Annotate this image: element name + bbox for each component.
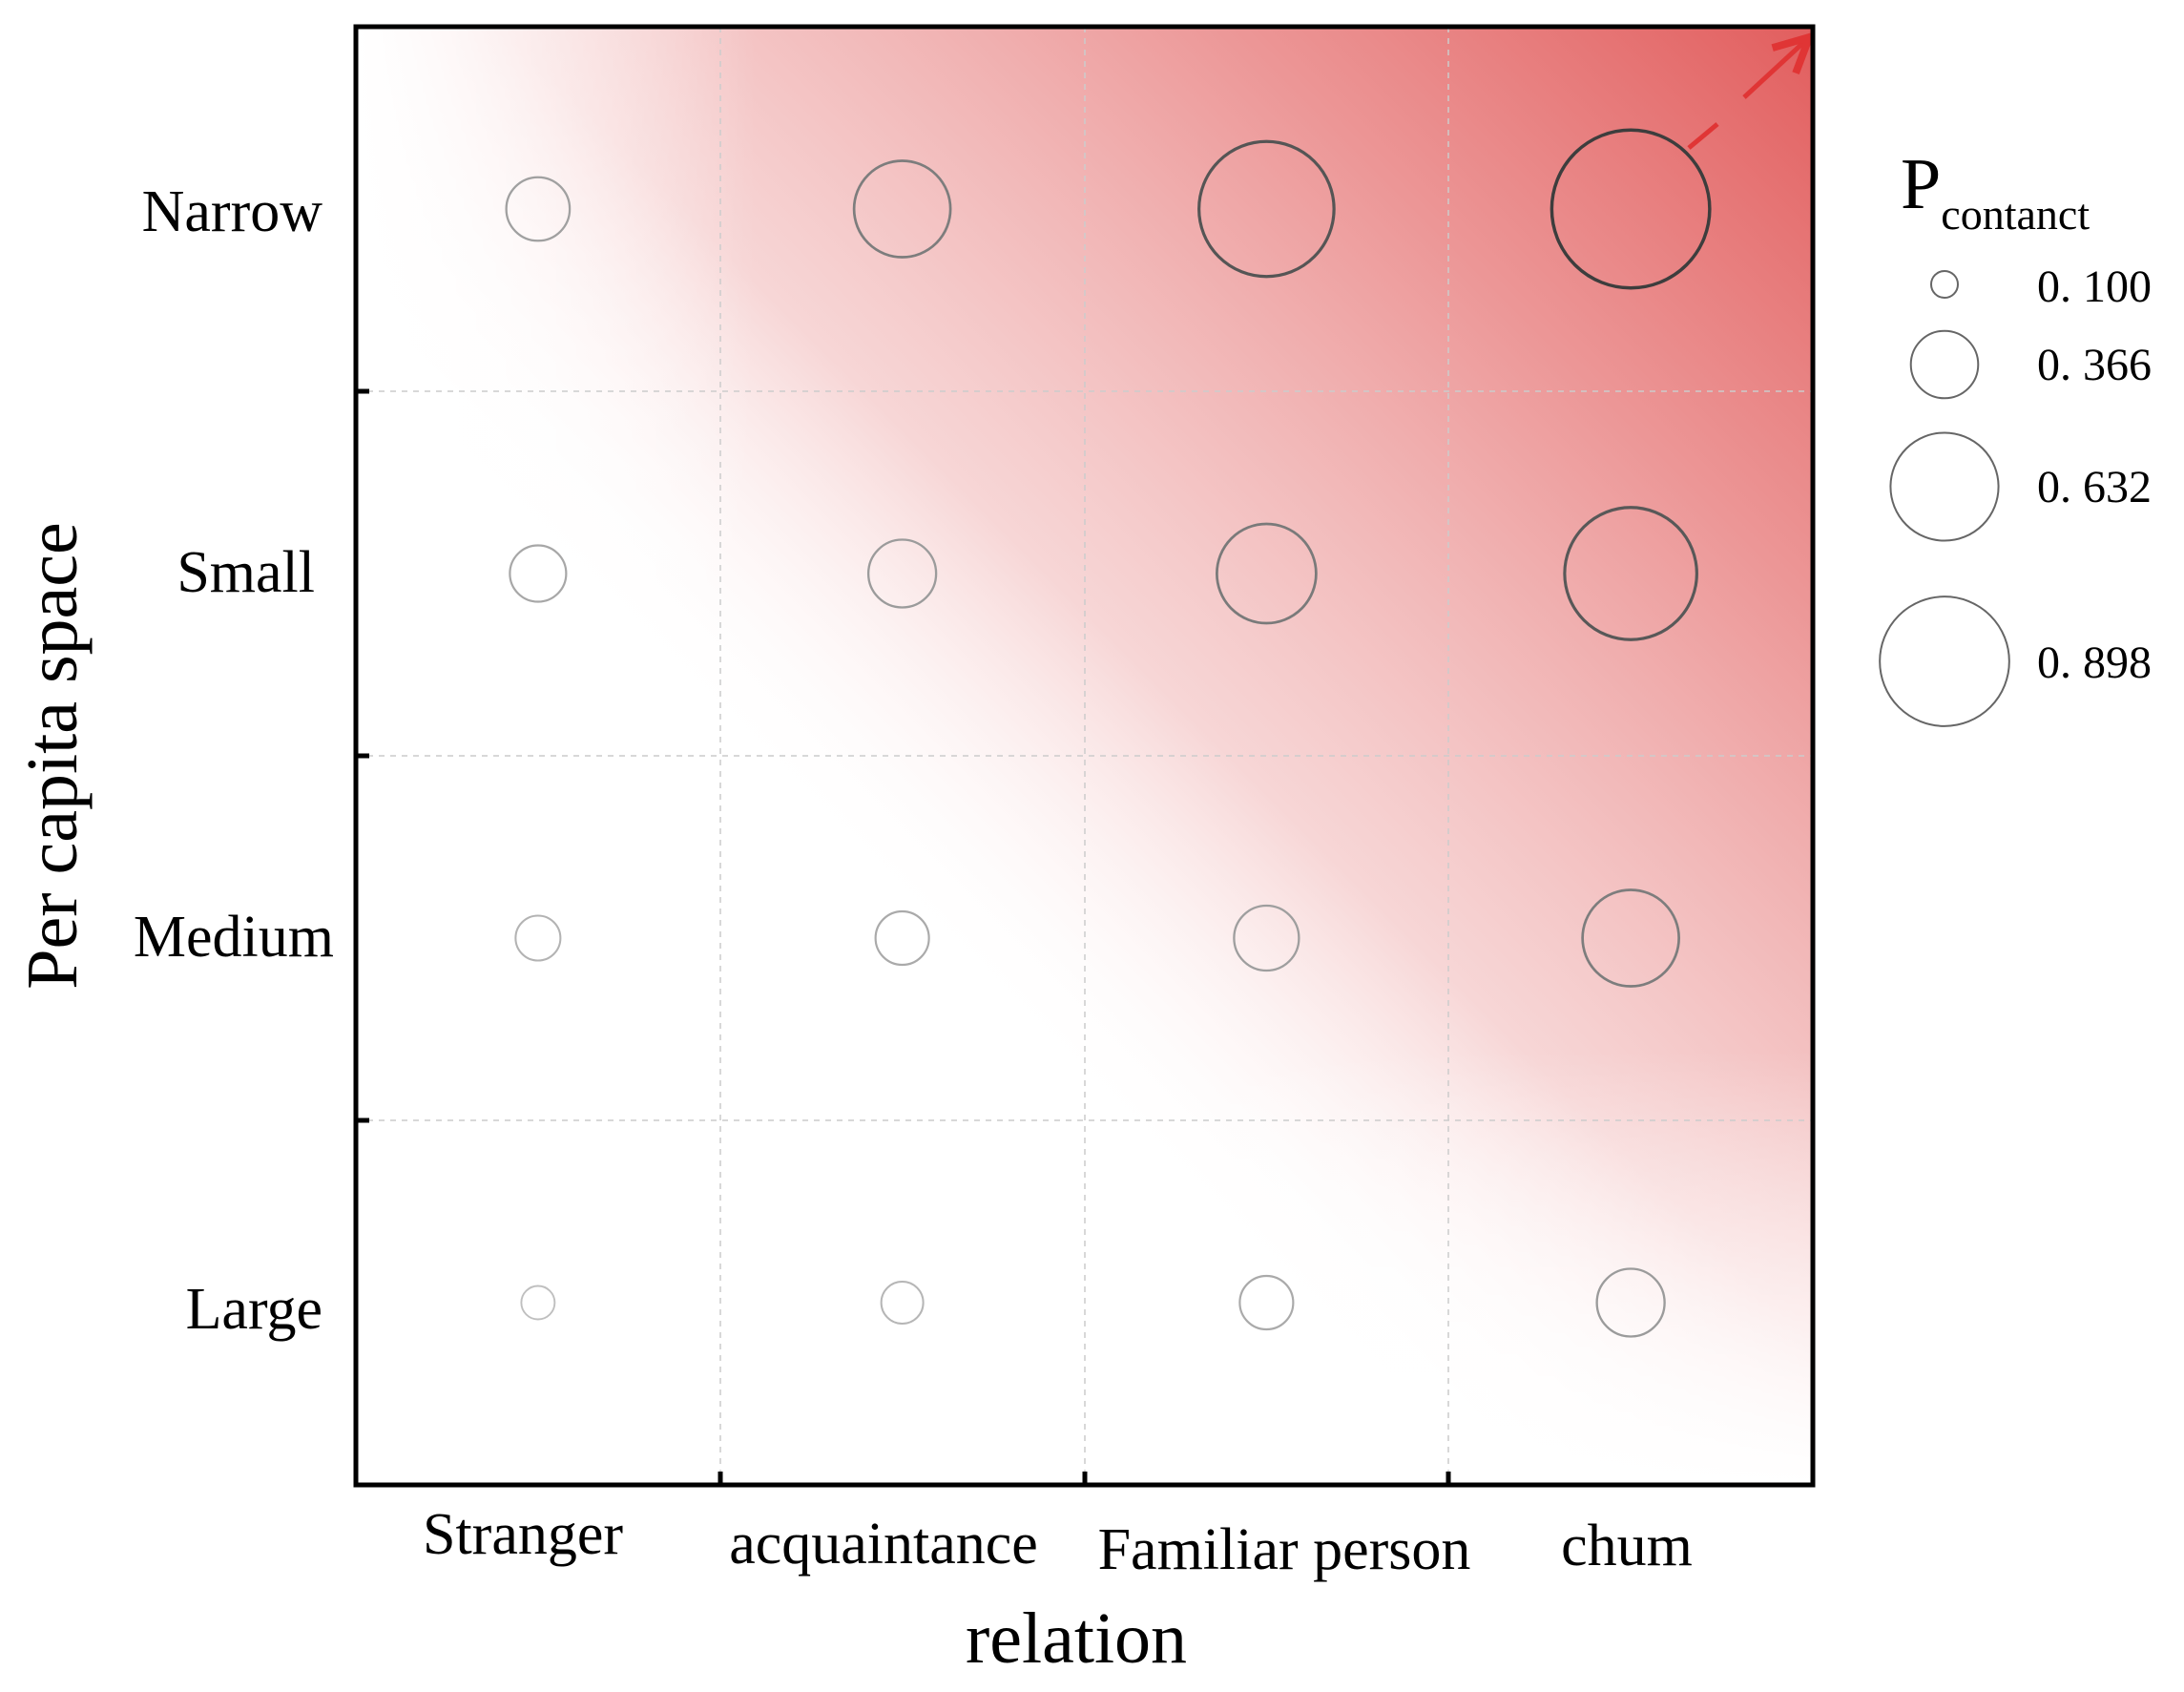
bubble-chum-medium: [1581, 888, 1680, 988]
bubble-familiar-person-medium: [1233, 904, 1300, 972]
y-tick-labels: Narrow Small Medium Large: [134, 179, 334, 1342]
bubble-chum-small: [1563, 506, 1698, 641]
legend-title: Pcontanct: [1901, 144, 2090, 239]
legend-title-sub: contanct: [1941, 190, 2090, 239]
legend-label-3: 0. 632: [2037, 462, 2152, 512]
bubble-chum-large: [1595, 1267, 1666, 1338]
x-axis-title: relation: [966, 1598, 1187, 1679]
trend-arrow: [1687, 40, 1806, 150]
bubble-acquaintance-medium: [874, 909, 930, 967]
grid-lines: [356, 27, 1813, 1485]
legend-title-main: P: [1901, 144, 1941, 224]
y-axis-title: Per capita space: [12, 522, 93, 990]
bubble-stranger-medium: [514, 914, 562, 962]
y-tick-label-large: Large: [186, 1277, 322, 1342]
x-tick-label-acquaintance: acquaintance: [729, 1512, 1038, 1577]
bubble-layer: [505, 128, 1712, 1338]
x-tick-labels: Stranger acquaintance Familiar person ch…: [423, 1502, 1693, 1582]
bubble-chum-narrow: [1550, 128, 1712, 290]
legend-circle-1: [1930, 270, 1959, 299]
x-tick-label-familiar-person: Familiar person: [1098, 1517, 1471, 1582]
legend-label-2: 0. 366: [2037, 340, 2152, 390]
axis-ticks: [356, 388, 1451, 1485]
bubble-familiar-person-narrow: [1197, 139, 1336, 279]
bubble-stranger-small: [509, 544, 568, 603]
y-tick-label-narrow: Narrow: [142, 179, 323, 244]
y-tick-label-medium: Medium: [134, 905, 334, 970]
x-tick-label-stranger: Stranger: [423, 1502, 623, 1567]
legend-circle-2: [1909, 329, 1980, 400]
legend-label-1: 0. 100: [2037, 261, 2152, 312]
bubble-stranger-large: [520, 1285, 556, 1321]
bubble-acquaintance-small: [866, 538, 938, 609]
legend-circle-3: [1889, 431, 2000, 542]
bubble-familiar-person-large: [1238, 1274, 1295, 1331]
legend-label-4: 0. 898: [2037, 637, 2152, 688]
y-tick-label-small: Small: [177, 540, 315, 605]
bubble-stranger-narrow: [505, 176, 572, 242]
bubble-acquaintance-large: [880, 1280, 925, 1326]
legend-circle-4: [1879, 595, 2010, 727]
bubble-familiar-person-small: [1216, 522, 1318, 625]
x-tick-label-chum: chum: [1561, 1514, 1693, 1578]
size-legend: Pcontanct 0. 100 0. 366 0. 632 0. 898: [1879, 144, 2152, 727]
bubble-acquaintance-narrow: [852, 159, 952, 259]
